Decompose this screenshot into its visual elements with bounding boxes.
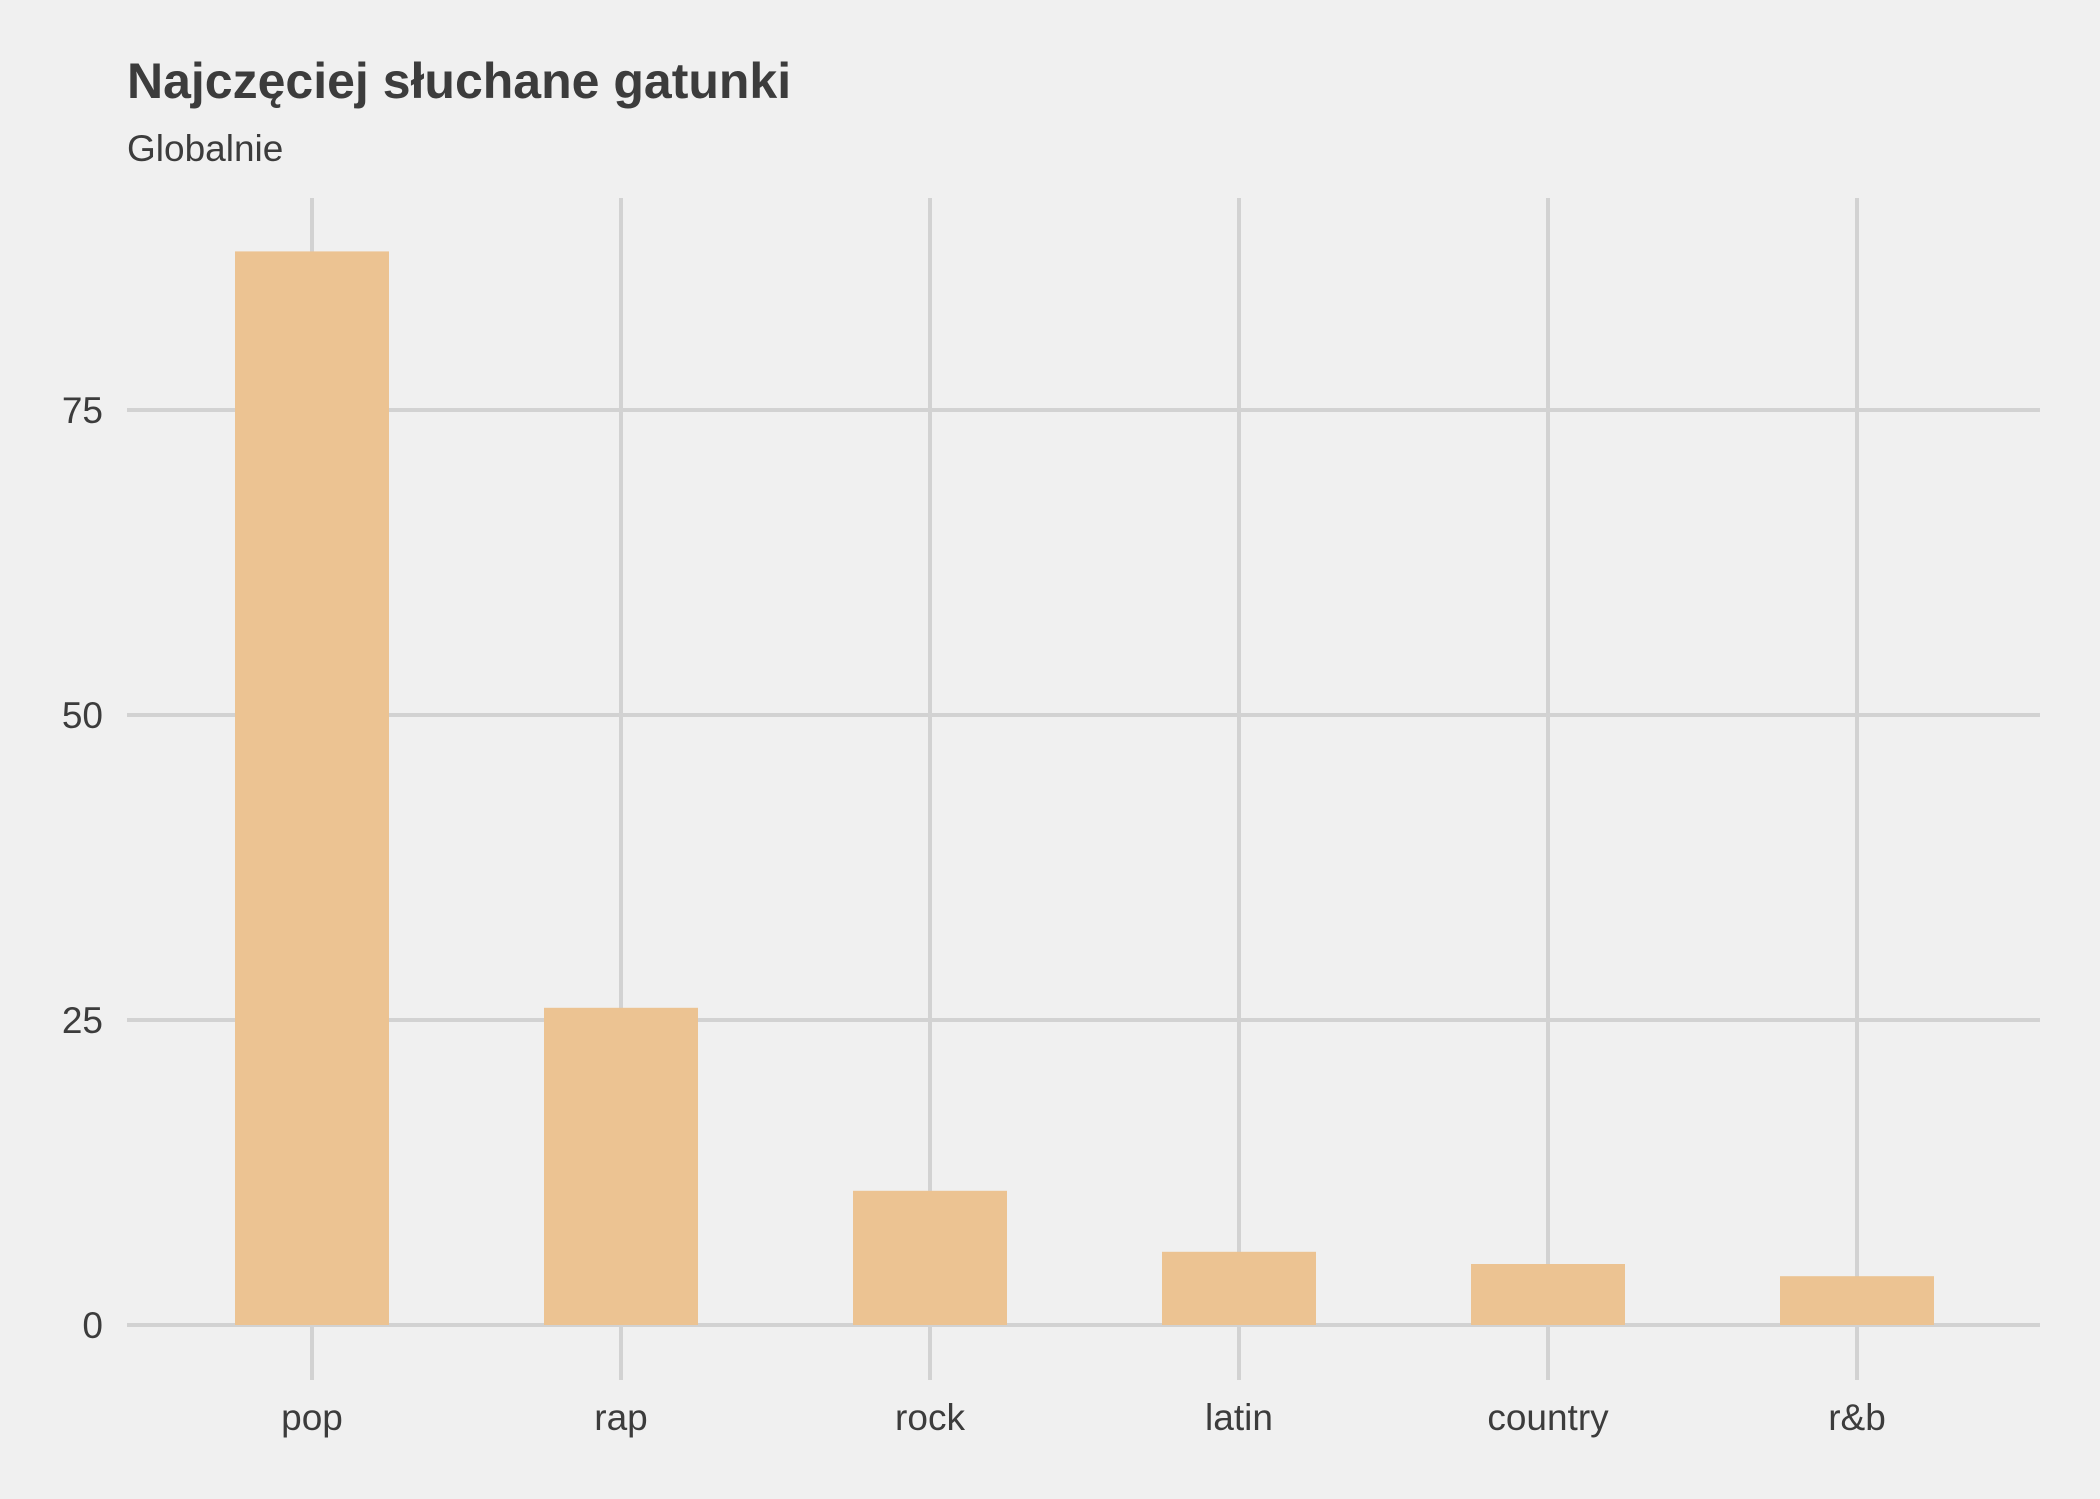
y-tick-label: 0 <box>82 1305 103 1346</box>
chart-subtitle: Globalnie <box>127 128 284 169</box>
bar-latin <box>1162 1251 1316 1325</box>
bar-pop <box>235 251 389 1325</box>
x-tick-label: latin <box>1205 1397 1273 1438</box>
x-tick-label: r&b <box>1828 1397 1886 1438</box>
x-tick-label: country <box>1487 1397 1609 1438</box>
y-tick-label: 50 <box>62 695 103 736</box>
chart-title: Najczęciej słuchane gatunki <box>127 53 792 109</box>
x-tick-label: rap <box>594 1397 647 1438</box>
x-tick-label: rock <box>895 1397 965 1438</box>
bar-rb <box>1780 1276 1934 1325</box>
bar-rap <box>544 1007 698 1325</box>
x-tick-label: pop <box>281 1397 343 1438</box>
y-tick-label: 25 <box>62 1000 103 1041</box>
bar-country <box>1471 1264 1625 1325</box>
bar-rock <box>853 1190 1007 1325</box>
y-tick-label: 75 <box>62 390 103 431</box>
